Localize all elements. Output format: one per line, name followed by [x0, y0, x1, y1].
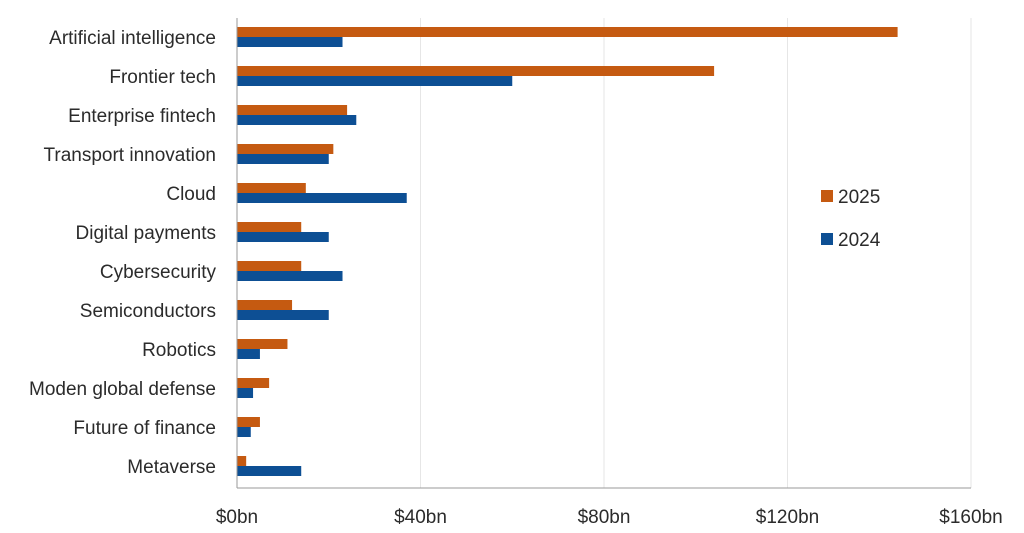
bar-2024-5	[237, 232, 329, 242]
bars	[237, 27, 898, 476]
bar-2025-0	[237, 27, 898, 37]
bar-2025-6	[237, 261, 302, 271]
bar-2024-11	[237, 466, 302, 476]
bar-2025-8	[237, 339, 288, 349]
bar-2024-9	[237, 388, 254, 398]
bar-2024-0	[237, 37, 343, 47]
gridlines	[420, 18, 972, 488]
bar-2025-7	[237, 300, 293, 310]
category-label-2: Enterprise fintech	[68, 106, 216, 127]
x-tick-labels: $0bn $40bn $80bn $120bn $160bn	[216, 507, 1003, 528]
bar-2025-5	[237, 222, 302, 232]
bar-2024-10	[237, 427, 251, 437]
category-label-7: Semiconductors	[80, 301, 216, 322]
x-tick-label-1: $40bn	[394, 507, 447, 528]
x-tick-label-2: $80bn	[578, 507, 631, 528]
category-label-9: Moden global defense	[29, 379, 216, 400]
x-tick-label-3: $120bn	[756, 507, 819, 528]
x-tick-label-4: $160bn	[939, 507, 1002, 528]
legend-swatch-2024	[821, 233, 833, 245]
legend-label-2024: 2024	[838, 230, 881, 251]
category-label-11: Metaverse	[127, 457, 216, 478]
bar-2025-3	[237, 144, 334, 154]
category-label-0: Artificial intelligence	[49, 28, 216, 49]
bar-2024-1	[237, 76, 513, 86]
category-label-6: Cybersecurity	[100, 262, 217, 283]
legend-label-2025: 2025	[838, 187, 880, 208]
bar-2025-2	[237, 105, 348, 115]
bar-2025-4	[237, 183, 306, 193]
bar-2024-8	[237, 349, 260, 359]
bar-2025-10	[237, 417, 260, 427]
category-label-4: Cloud	[166, 184, 216, 205]
bar-2024-2	[237, 115, 357, 125]
category-label-8: Robotics	[142, 340, 216, 361]
legend-swatch-2025	[821, 190, 833, 202]
category-label-3: Transport innovation	[43, 145, 216, 166]
category-label-5: Digital payments	[76, 223, 216, 244]
bar-2025-1	[237, 66, 715, 76]
bar-2025-11	[237, 456, 247, 466]
bar-2024-4	[237, 193, 407, 203]
bar-2025-9	[237, 378, 270, 388]
bar-2024-3	[237, 154, 329, 164]
category-label-1: Frontier tech	[109, 67, 216, 88]
x-tick-label-0: $0bn	[216, 507, 258, 528]
category-label-10: Future of finance	[73, 418, 216, 439]
category-labels: Artificial intelligence Frontier tech Ente…	[29, 28, 216, 478]
bar-2024-6	[237, 271, 343, 281]
legend: 2025 2024	[821, 187, 881, 251]
bar-2024-7	[237, 310, 329, 320]
